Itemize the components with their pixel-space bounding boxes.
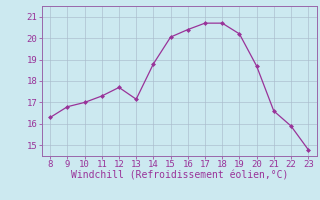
X-axis label: Windchill (Refroidissement éolien,°C): Windchill (Refroidissement éolien,°C) xyxy=(70,171,288,181)
